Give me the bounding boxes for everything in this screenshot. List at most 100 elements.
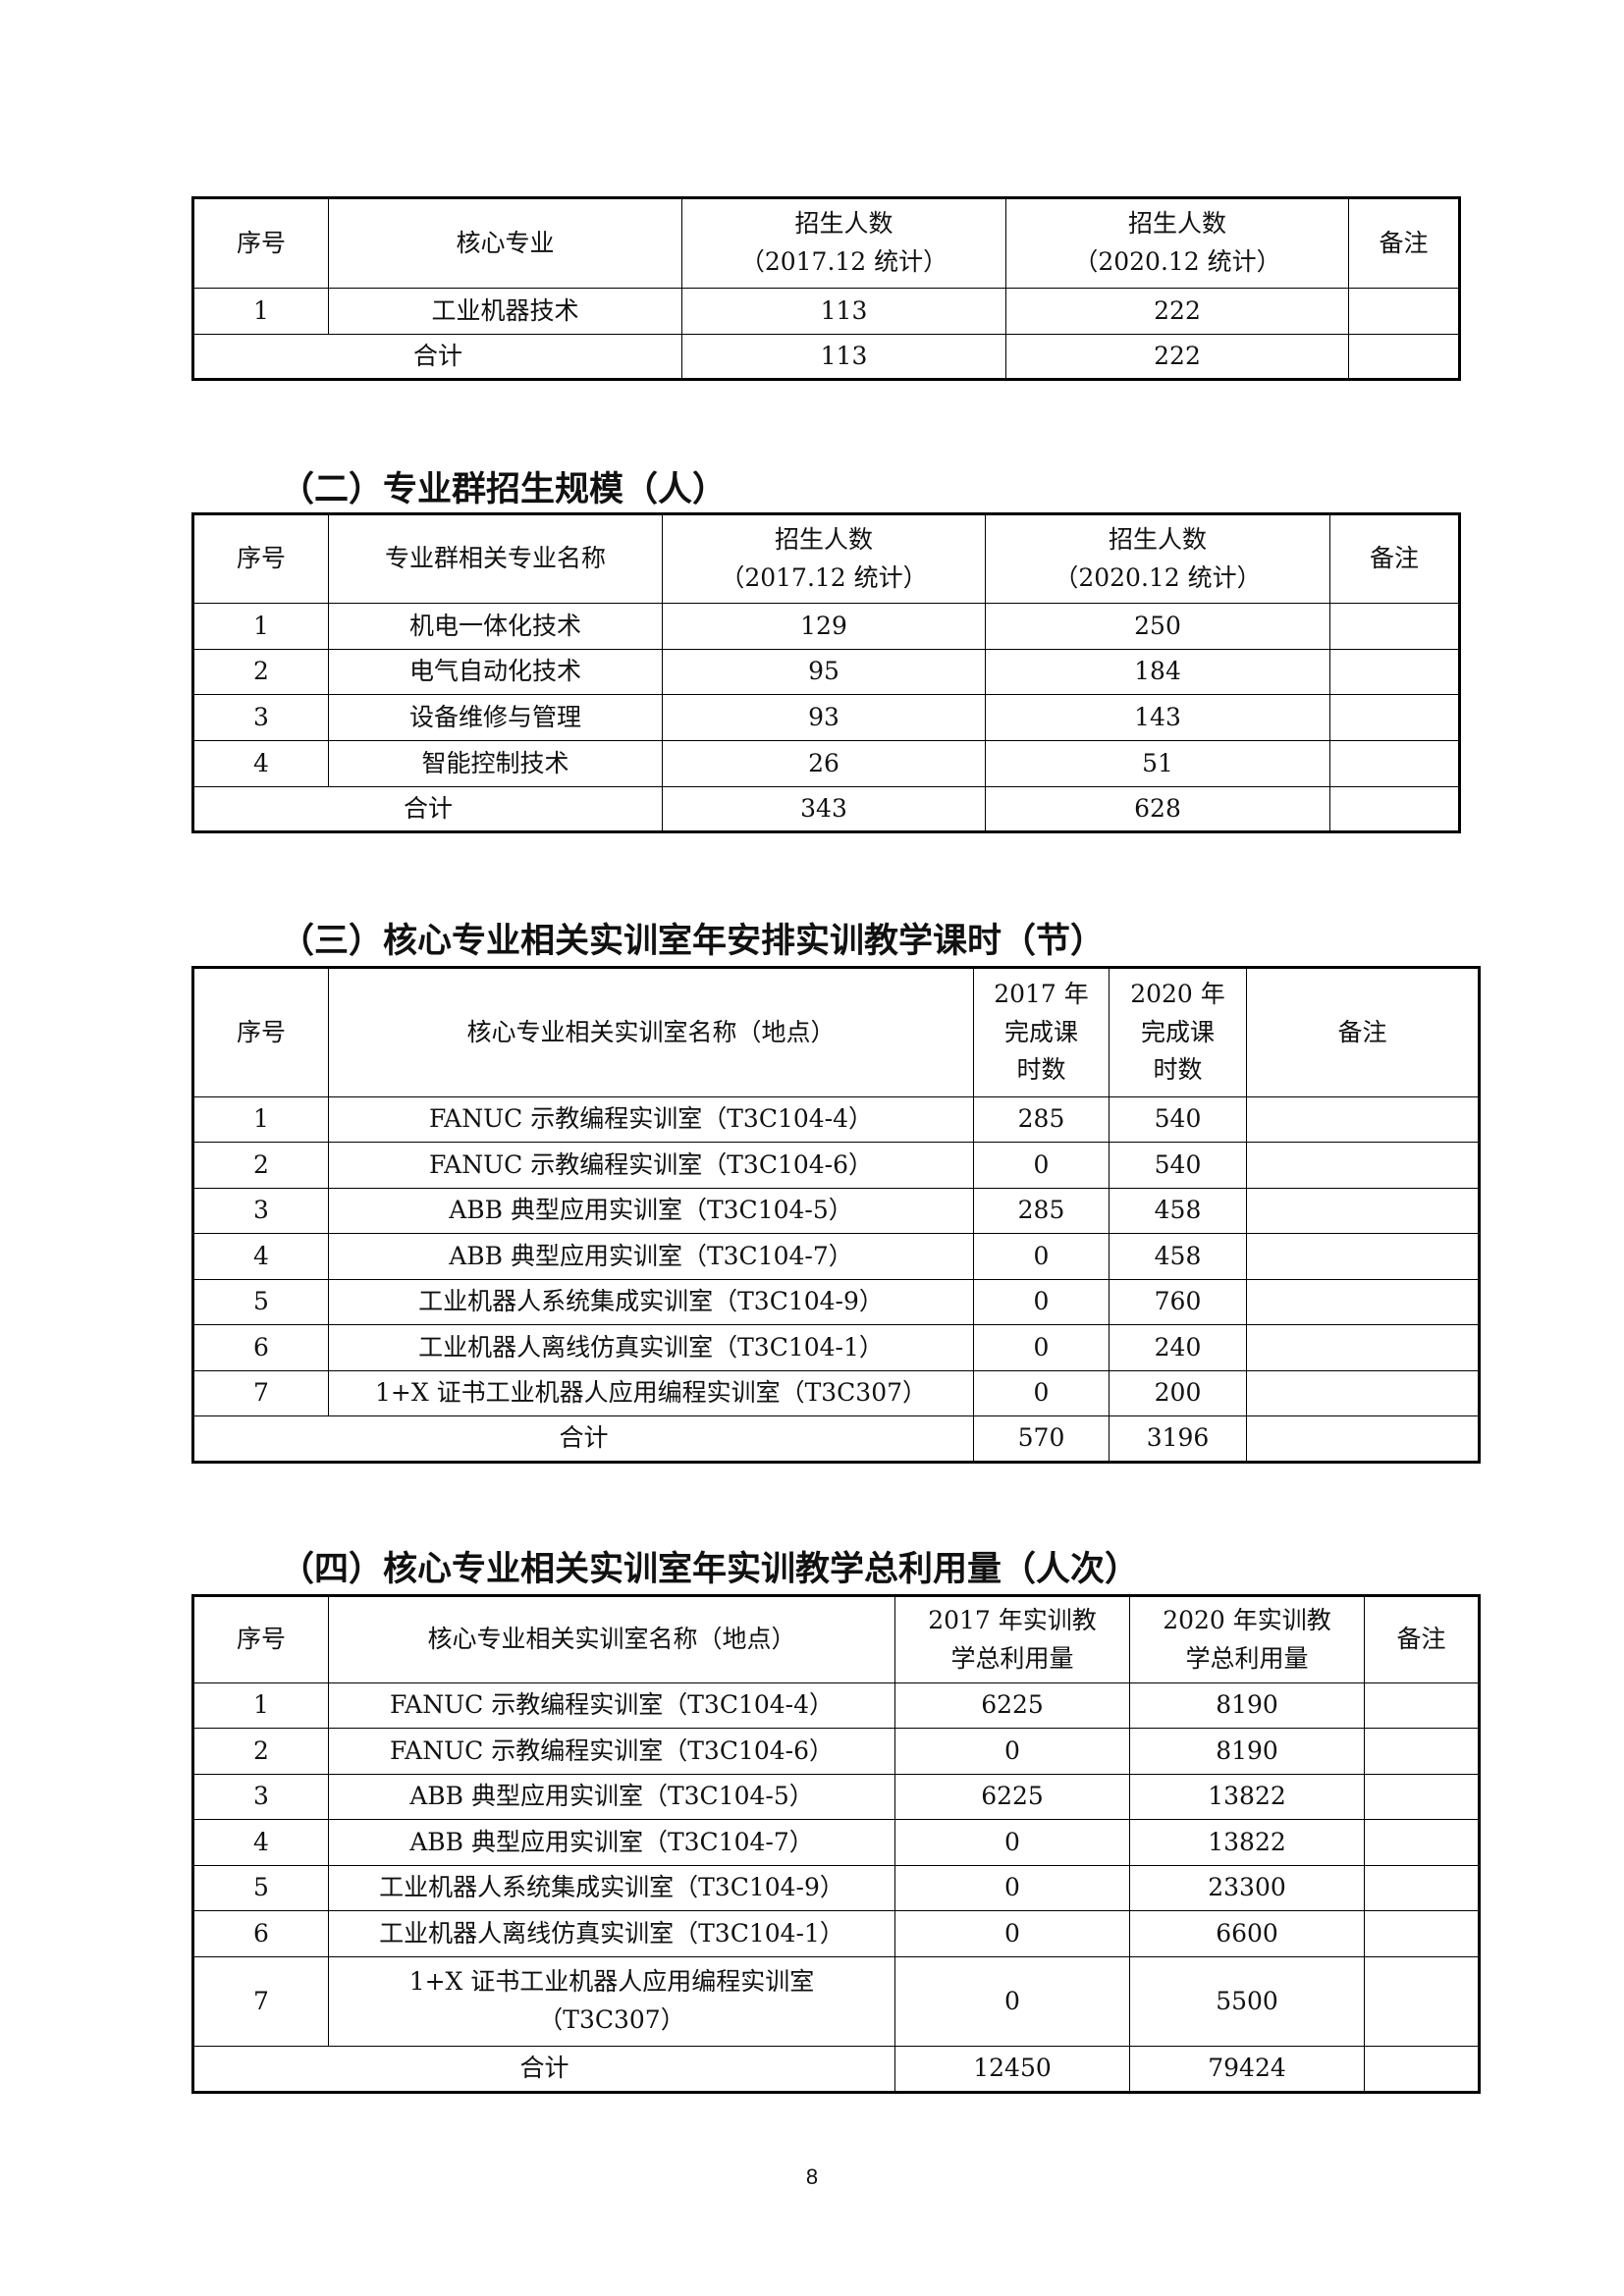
table-cell: 3 (192, 694, 329, 741)
table-cell: 4 (192, 740, 329, 787)
table-cell: 智能控制技术 (328, 740, 663, 787)
table-cell (1329, 694, 1460, 741)
table-cell: 序号 (192, 1595, 329, 1683)
table-cell: 备注 (1348, 197, 1460, 289)
table-cell (1364, 1956, 1480, 2047)
table-row: 1 机电一体化技术 129 250 (192, 603, 1460, 650)
table-cell: 2017 年 完成课 时数 (973, 967, 1110, 1097)
table-cell: 3196 (1109, 1415, 1247, 1463)
table-cell (1329, 786, 1460, 832)
table-cell: 79424 (1129, 2046, 1365, 2093)
table-cell: 专业群相关专业名称 (328, 513, 663, 604)
table-cell: 13822 (1129, 1819, 1365, 1866)
table-row: 7 1+X 证书工业机器人应用编程实训室（T3C307） 0 200 (192, 1370, 1480, 1416)
table-cell: 23300 (1129, 1865, 1365, 1911)
table-cell: 240 (1109, 1324, 1247, 1371)
table-cell: 143 (985, 694, 1330, 741)
table-cell (1246, 1279, 1480, 1325)
table-row: 6 工业机器人离线仿真实训室（T3C104-1） 0 6600 (192, 1910, 1480, 1957)
table-cell: 工业机器人系统集成实训室（T3C104-9） (328, 1279, 974, 1325)
table-row: 3 设备维修与管理 93 143 (192, 694, 1460, 741)
table-cell: 核心专业相关实训室名称（地点） (328, 1595, 895, 1683)
table-header-row: 序号 核心专业相关实训室名称（地点） 2017 年 完成课 时数 2020 年 完成课… (192, 967, 1480, 1097)
table-cell: 6600 (1129, 1910, 1365, 1957)
table-cell: 工业机器技术 (328, 288, 682, 335)
table-cell: 1+X 证书工业机器人应用编程实训室（T3C307） (328, 1370, 974, 1416)
table-row: 3 ABB 典型应用实训室（T3C104-5） 285 458 (192, 1188, 1480, 1234)
table-row: 2 FANUC 示教编程实训室（T3C104-6） 0 8190 (192, 1728, 1480, 1775)
table-cell: 222 (1005, 288, 1349, 335)
table-cell: 备注 (1329, 513, 1460, 604)
table-cell: 1+X 证书工业机器人应用编程实训室 （T3C307） (328, 1956, 895, 2047)
table-cell: 113 (681, 334, 1006, 380)
table-cell: 222 (1005, 334, 1349, 380)
table-cell (1246, 1142, 1480, 1189)
table-cell: 2020 年实训教 学总利用量 (1129, 1595, 1365, 1683)
table-cell: 招生人数 （2017.12 统计） (662, 513, 986, 604)
table-cell: 6 (192, 1910, 329, 1957)
table-cell: 0 (894, 1865, 1130, 1911)
table-header-row: 序号 核心专业相关实训室名称（地点） 2017 年实训教 学总利用量 2020 年实训… (192, 1595, 1480, 1683)
table-cell: 0 (973, 1370, 1110, 1416)
table-cell: 93 (662, 694, 986, 741)
table-cell (1364, 1728, 1480, 1775)
table-row: 2 FANUC 示教编程实训室（T3C104-6） 0 540 (192, 1142, 1480, 1189)
data-table: 序号 核心专业相关实训室名称（地点） 2017 年实训教 学总利用量 2020 年实训… (191, 1594, 1481, 2094)
table-cell: 458 (1109, 1233, 1247, 1280)
table-cell: 合计 (192, 786, 663, 832)
table-cell: 机电一体化技术 (328, 603, 663, 650)
table-cell: 95 (662, 649, 986, 695)
table-total-row: 合计 570 3196 (192, 1415, 1480, 1463)
table-cell: 4 (192, 1819, 329, 1866)
table-cell: 1 (192, 288, 329, 335)
table-cell: 628 (985, 786, 1330, 832)
table-cell: 8190 (1129, 1728, 1365, 1775)
table-cell: 5 (192, 1279, 329, 1325)
table-cell (1348, 288, 1460, 335)
table-cell: 285 (973, 1188, 1110, 1234)
table-cell: 7 (192, 1956, 329, 2047)
table-cell: FANUC 示教编程实训室（T3C104-6） (328, 1142, 974, 1189)
table-cell: ABB 典型应用实训室（T3C104-7） (328, 1819, 895, 1866)
table-row: 4 智能控制技术 26 51 (192, 740, 1460, 787)
table-cell: 序号 (192, 197, 329, 289)
table-cell: 1 (192, 1096, 329, 1143)
table-cell: 合计 (192, 334, 682, 380)
table-cell: 540 (1109, 1096, 1247, 1143)
table-cell: 0 (973, 1324, 1110, 1371)
table-cell: 合计 (192, 2046, 895, 2093)
table-row: 4 ABB 典型应用实训室（T3C104-7） 0 458 (192, 1233, 1480, 1280)
table-cell: 0 (894, 1819, 1130, 1866)
table-cell: 5500 (1129, 1956, 1365, 2047)
table-total-row: 合计 343 628 (192, 786, 1460, 832)
table-cell: 2 (192, 1142, 329, 1189)
table-cell (1364, 1682, 1480, 1729)
table-cell: 序号 (192, 967, 329, 1097)
table-cell (1364, 2046, 1480, 2093)
table-cell: 1 (192, 603, 329, 650)
table-cell: 电气自动化技术 (328, 649, 663, 695)
table-row: 5 工业机器人系统集成实训室（T3C104-9） 0 23300 (192, 1865, 1480, 1911)
table-cell: 6225 (894, 1774, 1130, 1820)
table-cell: 1 (192, 1682, 329, 1729)
table-cell: 6 (192, 1324, 329, 1371)
table-cell: 2020 年 完成课 时数 (1109, 967, 1247, 1097)
table-cell (1364, 1865, 1480, 1911)
table-cell: 2017 年实训教 学总利用量 (894, 1595, 1130, 1683)
section-heading: （三）核心专业相关实训室年安排实训教学课时（节） (280, 922, 1106, 961)
table-cell: ABB 典型应用实训室（T3C104-7） (328, 1233, 974, 1280)
table-cell: 0 (973, 1279, 1110, 1325)
table-cell: 113 (681, 288, 1006, 335)
table-cell: 0 (973, 1142, 1110, 1189)
data-table: 序号 核心专业相关实训室名称（地点） 2017 年 完成课 时数 2020 年 完成课… (191, 966, 1481, 1464)
table-total-row: 合计 12450 79424 (192, 2046, 1480, 2093)
table-cell: 4 (192, 1233, 329, 1280)
table-cell (1246, 1415, 1480, 1463)
table-row: 2 电气自动化技术 95 184 (192, 649, 1460, 695)
table-cell: 招生人数 （2020.12 统计） (985, 513, 1330, 604)
table-cell: 12450 (894, 2046, 1130, 2093)
table-cell: 343 (662, 786, 986, 832)
table-cell (1329, 740, 1460, 787)
table-cell: 0 (894, 1728, 1130, 1775)
table-cell: 129 (662, 603, 986, 650)
